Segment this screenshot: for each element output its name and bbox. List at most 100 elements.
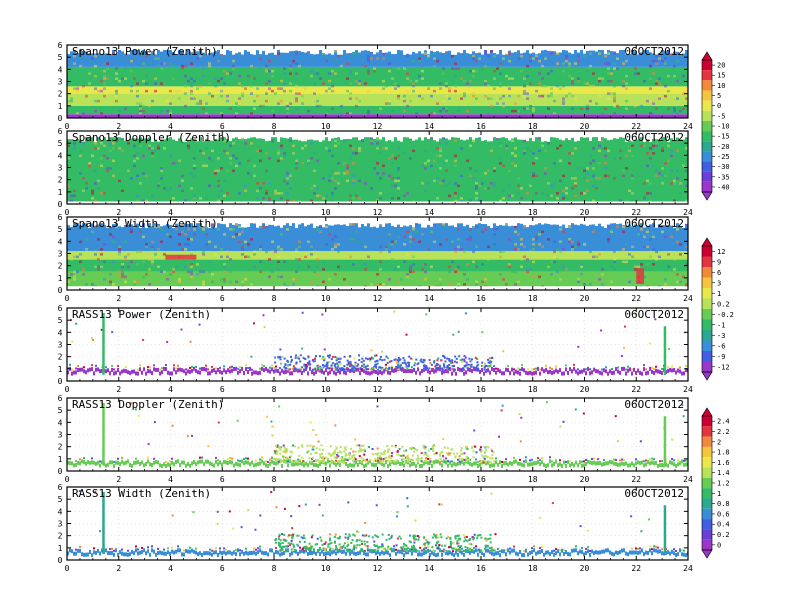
heatmap-cell bbox=[655, 144, 658, 148]
x-tick-label: 22 bbox=[631, 122, 641, 131]
heatmap-cell bbox=[73, 147, 76, 150]
x-tick-label: 4 bbox=[168, 475, 173, 484]
heatmap-cell bbox=[661, 167, 664, 170]
scatter-point-cluster bbox=[314, 459, 317, 462]
scatter-point-base bbox=[273, 369, 275, 374]
x-tick-label: 6 bbox=[220, 475, 225, 484]
heatmap-cell bbox=[241, 137, 244, 140]
heatmap-cell bbox=[100, 112, 103, 115]
scatter-point-cluster bbox=[470, 365, 473, 368]
heatmap-cell bbox=[562, 97, 565, 100]
heatmap-cell bbox=[397, 97, 400, 100]
heatmap-gap bbox=[400, 136, 403, 142]
scatter-point-cluster bbox=[411, 459, 414, 462]
heatmap-cell bbox=[478, 199, 481, 203]
heatmap-cell bbox=[82, 189, 85, 193]
scatter-point-cluster bbox=[276, 444, 279, 447]
heatmap-cell bbox=[274, 250, 277, 254]
heatmap-cell bbox=[112, 147, 115, 150]
scatter-point-cluster bbox=[430, 363, 433, 366]
heatmap-cell bbox=[526, 107, 529, 110]
scatter-point-base bbox=[185, 371, 187, 376]
heatmap-cell bbox=[133, 248, 136, 251]
heatmap-cell bbox=[271, 59, 274, 63]
heatmap-gap bbox=[445, 136, 448, 139]
heatmap-cell bbox=[514, 164, 517, 168]
heatmap-cell bbox=[220, 94, 223, 98]
heatmap-cell bbox=[82, 177, 85, 180]
scatter-point-base bbox=[131, 463, 133, 468]
heatmap-cell bbox=[394, 82, 397, 85]
heatmap-cell bbox=[433, 223, 436, 226]
heatmap-cell bbox=[178, 97, 181, 100]
heatmap-cell bbox=[70, 97, 73, 100]
heatmap-cell bbox=[331, 89, 334, 93]
heatmap-cell bbox=[142, 260, 145, 264]
heatmap-cell bbox=[160, 228, 163, 231]
heatmap-cell bbox=[142, 79, 145, 83]
scatter-point-cluster bbox=[384, 363, 387, 366]
scatter-point bbox=[75, 548, 77, 551]
heatmap-cell bbox=[571, 240, 574, 244]
heatmap-cell bbox=[82, 273, 85, 276]
heatmap-cell bbox=[154, 149, 157, 153]
scatter-point-base bbox=[147, 369, 149, 374]
scatter-point-cluster bbox=[407, 364, 410, 367]
y-tick-label: 2 bbox=[58, 262, 63, 271]
scatter-point-cluster bbox=[346, 363, 349, 366]
heatmap-cell bbox=[646, 245, 649, 249]
heatmap-cell bbox=[601, 268, 604, 271]
heatmap-cell bbox=[544, 84, 547, 88]
heatmap-cell bbox=[652, 147, 655, 150]
heatmap-cell bbox=[322, 268, 325, 271]
heatmap-cell bbox=[574, 97, 577, 100]
heatmap-cell bbox=[283, 179, 286, 183]
heatmap-gap bbox=[415, 48, 418, 54]
scatter-point-cluster bbox=[375, 363, 378, 366]
heatmap-gap bbox=[316, 48, 319, 55]
scatter-point-cluster bbox=[353, 456, 356, 459]
scatter-point-base bbox=[589, 460, 591, 465]
scatter-point-base bbox=[531, 371, 533, 376]
heatmap-gap bbox=[97, 48, 100, 54]
scatter-point-cluster bbox=[279, 448, 282, 451]
heatmap-cell bbox=[475, 184, 478, 188]
scatter-point-sparse bbox=[374, 354, 377, 357]
scatter-point-cluster bbox=[306, 451, 309, 454]
heatmap-cell bbox=[442, 67, 445, 70]
scatter-point-base bbox=[165, 366, 167, 371]
heatmap-cell bbox=[100, 192, 103, 195]
heatmap-cell bbox=[475, 245, 478, 249]
scatter-point-cluster bbox=[312, 445, 315, 448]
scatter-point bbox=[367, 368, 369, 371]
scatter-point-base bbox=[591, 370, 593, 375]
heatmap-cell bbox=[553, 149, 556, 153]
heatmap-cell bbox=[460, 174, 463, 178]
heatmap-cell bbox=[409, 235, 412, 239]
heatmap-cell bbox=[313, 270, 316, 274]
scatter-point-base bbox=[475, 461, 477, 466]
heatmap-cell bbox=[286, 199, 289, 203]
heatmap-cell bbox=[367, 59, 370, 63]
scatter-point-cluster bbox=[331, 362, 334, 365]
heatmap-cell bbox=[565, 54, 568, 58]
scatter-point-cluster bbox=[388, 360, 391, 363]
heatmap-gap bbox=[622, 222, 625, 226]
heatmap-cell bbox=[541, 64, 544, 68]
scatter-point-base bbox=[327, 371, 329, 376]
heatmap-gap bbox=[403, 48, 406, 55]
heatmap-cell bbox=[181, 189, 184, 193]
heatmap-gap bbox=[343, 222, 346, 225]
scatter-point bbox=[231, 457, 233, 460]
scatter-point-base bbox=[117, 368, 119, 373]
scatter-point-base bbox=[135, 371, 137, 376]
heatmap-cell bbox=[238, 74, 241, 78]
scatter-point-base bbox=[259, 461, 261, 466]
scatter-point-cluster bbox=[331, 460, 334, 463]
scatter-point-base bbox=[617, 369, 619, 374]
heatmap-cell bbox=[346, 164, 349, 168]
heatmap-cell bbox=[649, 199, 652, 203]
scatter-point bbox=[243, 458, 245, 461]
heatmap-cell bbox=[448, 182, 451, 185]
heatmap-cell bbox=[286, 104, 289, 108]
